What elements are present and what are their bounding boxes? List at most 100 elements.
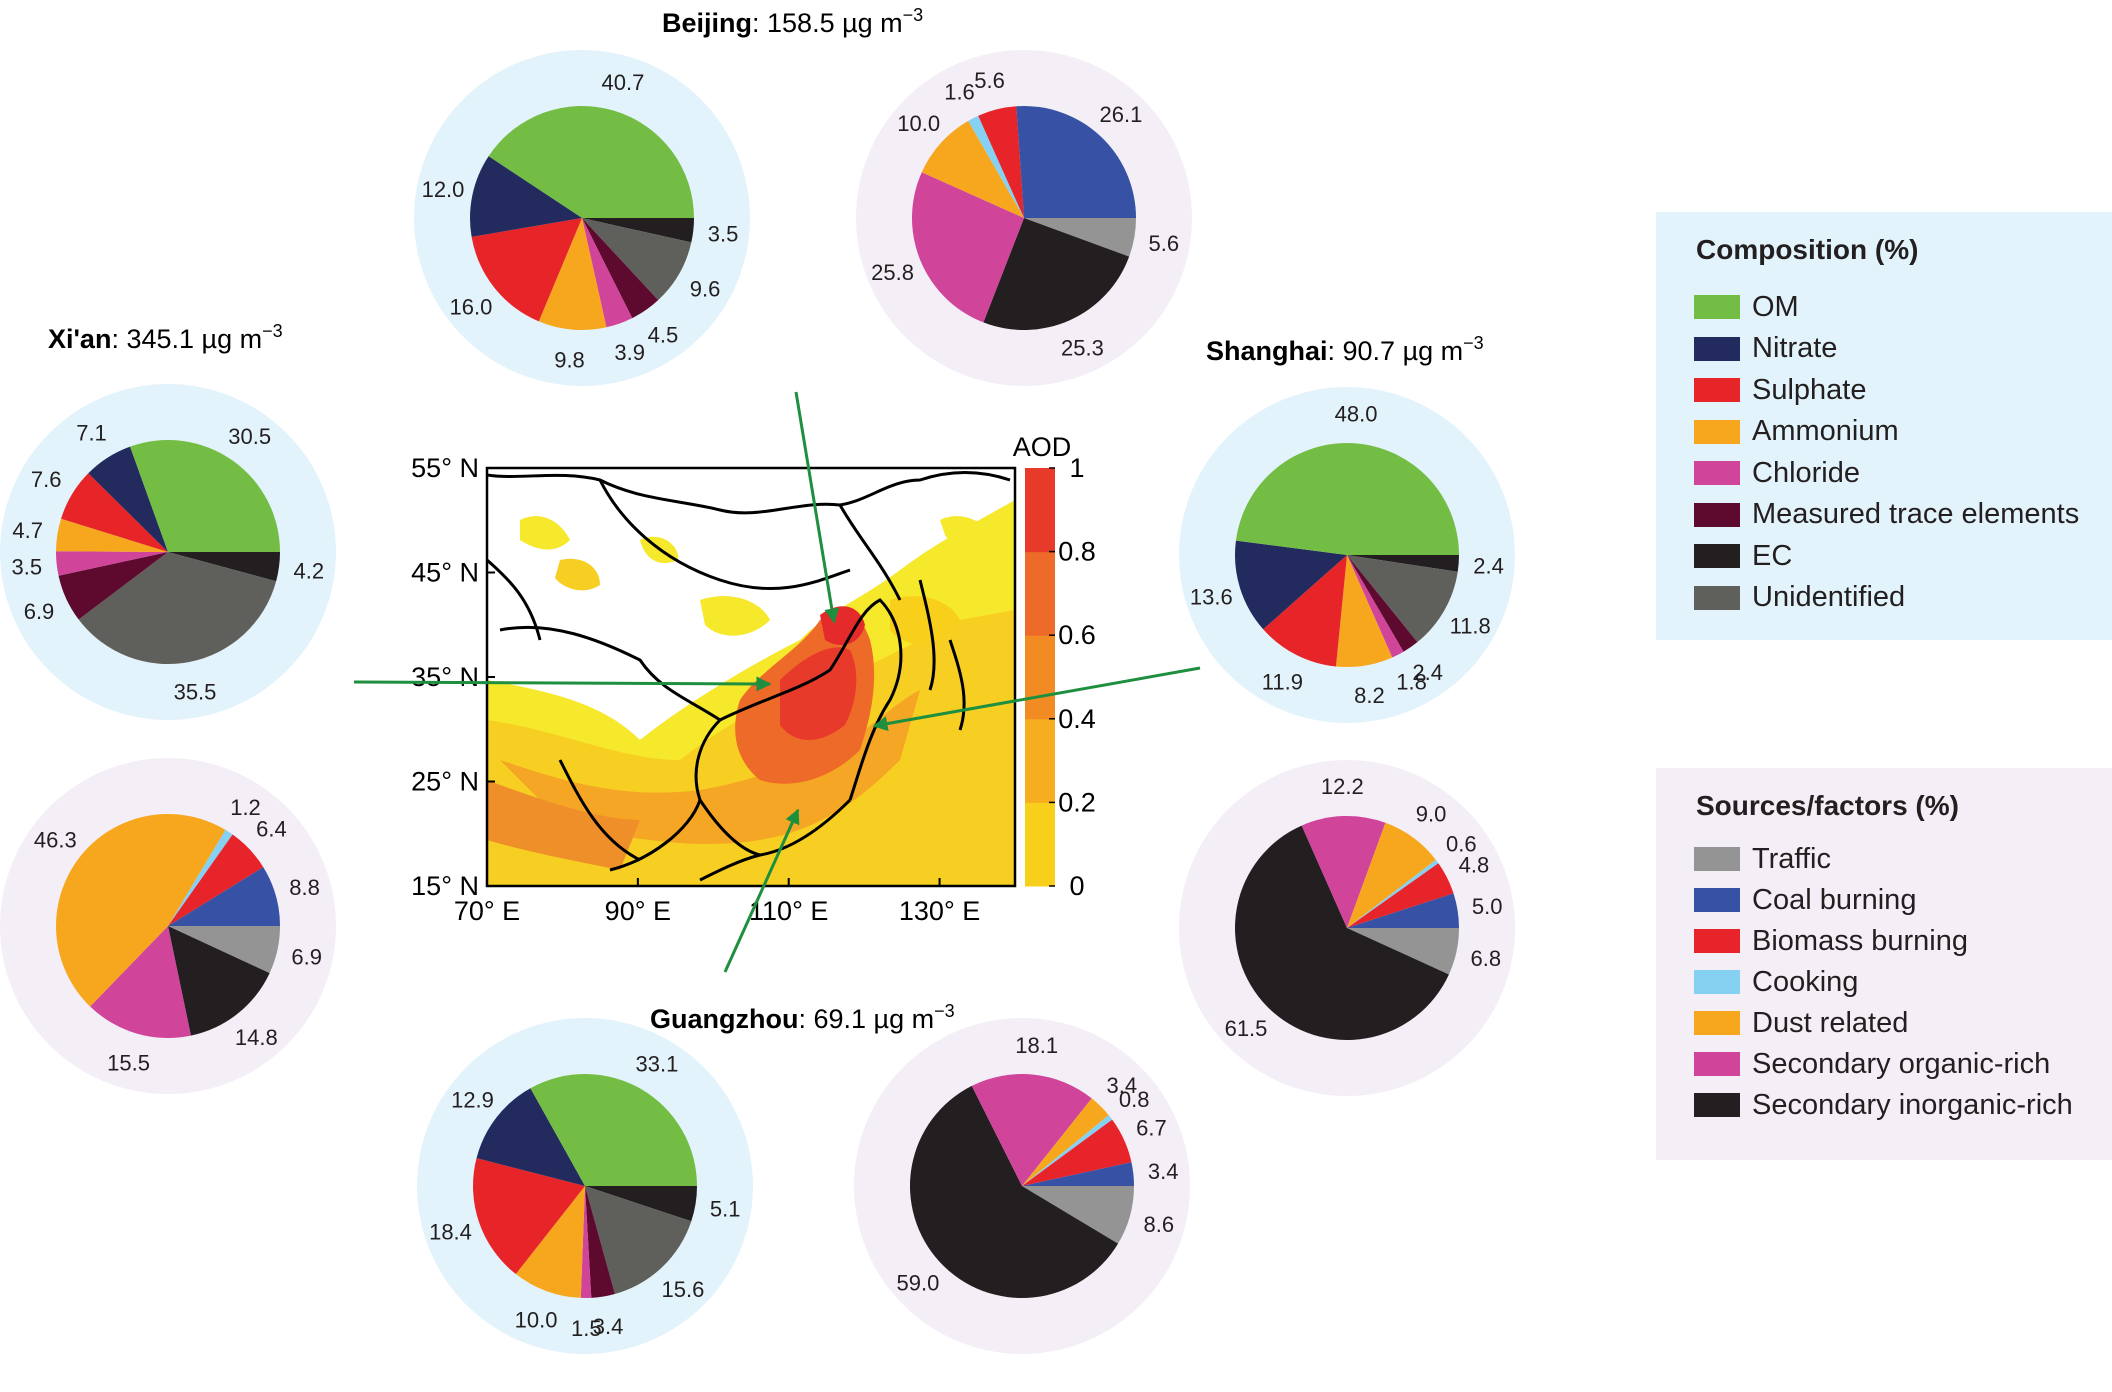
pie-data-label: 11.9 xyxy=(1262,670,1303,695)
pie-data-label: 6.8 xyxy=(1471,946,1502,971)
pie-data-label: 11.8 xyxy=(1450,614,1491,639)
pie-slice-ammonium xyxy=(538,218,607,330)
pie-slice-sulphate xyxy=(1263,555,1347,667)
pie-data-label: 2.4 xyxy=(1473,554,1504,579)
pie-data-label: 4.7 xyxy=(12,518,43,543)
guangzhou-sources-pie: 8.659.018.13.40.86.73.4 xyxy=(896,1033,1179,1299)
legend-swatch xyxy=(1694,585,1740,610)
pie-data-label: 8.6 xyxy=(1144,1212,1175,1237)
pie-slice-ec xyxy=(582,218,694,243)
pie-slice-secondary-inorganic-rich xyxy=(168,926,270,1036)
composition-legend-item: EC xyxy=(1694,539,1792,573)
map-x-tick-label: 90° E xyxy=(605,896,671,926)
pie-data-label: 2.4 xyxy=(1412,660,1443,685)
pie-data-label: 15.5 xyxy=(107,1050,150,1075)
legend-label: Nitrate xyxy=(1752,332,1838,364)
shanghai-composition-pie: 2.411.82.41.88.211.913.648.0 xyxy=(1190,401,1504,708)
pie-slice-ammonium xyxy=(515,1186,585,1298)
pie-slice-biomass-burning xyxy=(978,106,1024,218)
pie-slice-measured-trace-elements xyxy=(58,552,168,620)
composition-legend-item: Sulphate xyxy=(1694,373,1867,407)
map-y-tick-label: 25° N xyxy=(411,767,479,797)
pie-data-label: 3.4 xyxy=(1148,1159,1179,1184)
pie-data-label: 59.0 xyxy=(896,1271,939,1296)
pie-slice-dust-related xyxy=(921,120,1024,218)
pie-slice-coal-burning xyxy=(1022,1162,1134,1186)
composition-legend-title: Composition (%) xyxy=(1696,234,1919,265)
legend-swatch xyxy=(1694,970,1740,994)
pie-slice-om xyxy=(530,1073,697,1186)
pie-data-label: 8.8 xyxy=(289,875,320,900)
pie-data-label: 35.5 xyxy=(174,679,217,704)
pie-data-label: 12.2 xyxy=(1321,774,1364,799)
pie-data-label: 3.4 xyxy=(593,1314,624,1339)
aod-map: 70° E 90° E 110° E 130° E 55° N 45° N 35° N 25°… xyxy=(411,432,1096,926)
pie-slice-measured-trace-elements xyxy=(582,218,659,319)
pie-slice-unidentified xyxy=(1347,555,1458,643)
beijing-title: Beijing: 158.5 µg m−3 xyxy=(662,5,923,38)
pie-slice-secondary-inorganic-rich xyxy=(983,218,1130,330)
map-axis-ticks: 70° E 90° E 110° E 130° E 55° N 45° N 35° N 25°… xyxy=(411,453,980,926)
legend-swatch xyxy=(1694,295,1740,319)
pie-charts: 40.73.59.64.53.99.816.012.05.625.325.810… xyxy=(12,68,1504,1341)
pie-data-label: 3.4 xyxy=(1107,1073,1138,1098)
pie-slice-secondary-inorganic-rich xyxy=(909,1085,1119,1299)
shanghai-title: Shanghai: 90.7 µg m−3 xyxy=(1206,333,1484,366)
legend-label: OM xyxy=(1752,290,1799,323)
legend-swatch xyxy=(1694,929,1740,953)
pie-data-label: 10.0 xyxy=(897,111,940,136)
pie-data-label: 30.5 xyxy=(228,424,271,449)
pie-data-label: 10.0 xyxy=(515,1307,558,1332)
legend-swatch xyxy=(1694,847,1740,871)
pie-slice-chloride xyxy=(55,551,168,576)
pie-slice-traffic xyxy=(1347,928,1459,975)
legend-swatch xyxy=(1694,461,1740,485)
location-arrows xyxy=(353,391,1201,973)
pie-slice-nitrate xyxy=(470,156,582,237)
pie-data-label: 0.6 xyxy=(1446,832,1477,857)
pie-data-label: 25.8 xyxy=(871,260,914,285)
pie-slice-secondary-organic-rich xyxy=(971,1073,1092,1186)
pie-slice-nitrate xyxy=(88,446,168,552)
legend-swatch xyxy=(1694,502,1740,527)
pie-slice-unidentified xyxy=(585,1186,692,1294)
shanghai-sources-pie: 6.8 61.5 12.2 9.0 0.64.8 5.0 xyxy=(1225,774,1503,1041)
legend-swatch xyxy=(1694,336,1740,361)
pie-slice-nitrate xyxy=(476,1088,585,1186)
pie-slice-coal-burning xyxy=(168,867,280,926)
legend-swatch xyxy=(1694,1093,1740,1117)
pie-slice-cooking xyxy=(1022,1115,1113,1186)
pie-data-label: 6.7 xyxy=(1136,1116,1167,1141)
pie-slice-secondary-organic-rich xyxy=(912,172,1024,323)
composition-legend-item: Nitrate xyxy=(1694,332,1837,366)
pie-data-label: 13.6 xyxy=(1190,585,1233,610)
pie-slice-om xyxy=(488,105,694,218)
pie-slice-dust-related xyxy=(56,814,226,1007)
composition-legend: Composition (%) OM Nitrate Sulphate Ammoniu… xyxy=(1656,212,2112,640)
pie-data-label: 9.8 xyxy=(554,348,585,373)
pie-slice-ec xyxy=(168,552,280,582)
composition-legend-item: OM xyxy=(1694,290,1799,324)
colorbar-segment xyxy=(1025,551,1055,636)
colorbar-tick-label: 0.4 xyxy=(1058,704,1096,734)
pie-data-label: 4.8 xyxy=(1459,852,1490,877)
pie-data-label: 4.5 xyxy=(648,323,679,348)
map-x-tick-label: 130° E xyxy=(899,896,980,926)
legend-swatch xyxy=(1694,378,1740,402)
pie-slice-dust-related xyxy=(1347,822,1436,928)
sources-legend: Sources/factors (%) Traffic Coal burning B… xyxy=(1656,768,2112,1160)
beijing-sources-pie: 5.625.325.810.01.6 5.626.1 xyxy=(871,68,1179,360)
pie-slice-traffic xyxy=(168,926,280,974)
pie-slice-traffic xyxy=(1024,218,1136,257)
pie-slice-measured-trace-elements xyxy=(1347,555,1418,652)
pie-slice-secondary-organic-rich xyxy=(1301,815,1386,928)
colorbar-tick-label: 0.2 xyxy=(1058,787,1096,817)
pie-data-label: 1.5 xyxy=(571,1316,602,1341)
legend-label: Biomass burning xyxy=(1752,924,1968,957)
sources-legend-item: Traffic xyxy=(1694,842,1831,876)
pie-data-label: 3.9 xyxy=(614,340,645,365)
pie-data-label: 9.6 xyxy=(690,277,721,302)
pie-slice-coal-burning xyxy=(1016,106,1136,218)
pie-data-label: 12.9 xyxy=(451,1087,494,1112)
pie-slice-secondary-organic-rich xyxy=(90,926,191,1038)
